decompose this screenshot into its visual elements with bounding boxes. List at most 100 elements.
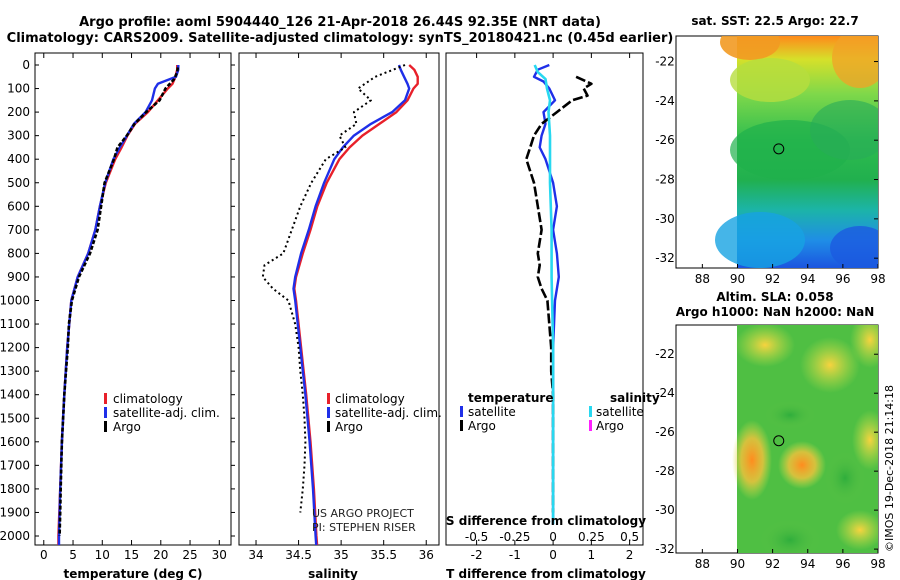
legend-label-argo: Argo [335,420,363,434]
map-lat-tick-label: -22 [655,55,675,69]
depth-tick-label: 800 [7,246,30,260]
salinity-difference-tick-label: 0.5 [620,530,639,544]
temperature-axis-label: temperature (deg C) [64,567,203,580]
header-line-1: Argo profile: aoml 5904440_126 21-Apr-20… [79,15,601,30]
salinity-plot-frame [238,52,440,546]
salinity-difference-label: S difference from climatology [446,514,646,528]
temperature-plot-frame [34,52,232,546]
sla-map: Altim. SLA: 0.058 Argo h1000: NaN h2000:… [655,290,885,571]
legend-label-satellite: satellite-adj. clim. [113,406,220,420]
map-lat-tick-label: -28 [655,173,675,187]
imos-credit: ©IMOS 19-Dec-2018 21:14:18 [883,385,896,552]
sst-cool-patch [830,226,878,268]
map-lon-tick-label: 94 [800,272,815,286]
legend-label-climatology: climatology [113,392,183,406]
legend-label-s-argo: Argo [596,419,624,433]
salinity-difference-tick-label: 0 [549,530,557,544]
temperature-tick-label: 25 [182,548,197,562]
map-lat-tick-label: -28 [655,464,675,478]
salinity-difference-axis-ticks: -0.5 -0.25 0 0.25 0.5 [465,530,639,544]
map-lat-tick-label: -26 [655,425,675,439]
sst-field [715,36,878,268]
legend-swatch-satellite [327,407,330,418]
map-lat-tick-label: -22 [655,347,675,361]
sla-map-title: Altim. SLA: 0.058 [716,290,833,304]
depth-tick-label: 1400 [0,388,30,402]
map-lat-tick-label: -24 [655,94,675,108]
sla-cool-patch [825,452,865,504]
legend-label-t-argo: Argo [468,419,496,433]
sst-map-title: sat. SST: 22.5 Argo: 22.7 [691,14,858,28]
depth-tick-label: 1800 [0,482,30,496]
header-line-2: Climatology: CARS2009. Satellite-adjuste… [7,31,674,46]
map-lon-tick-label: 92 [765,557,780,571]
profile-location-marker [773,143,785,155]
legend-label-satellite: satellite-adj. clim. [335,406,442,420]
legend-swatch-s-satellite [589,406,592,417]
depth-tick-label: 1100 [0,317,30,331]
temperature-series [57,65,180,545]
depth-tick-label: 1300 [0,364,30,378]
salinity-tick-label: 35 [333,548,348,562]
legend-swatch-argo [327,421,330,432]
sla-hot-patch [778,441,826,489]
temperature-tick-label: 10 [95,548,110,562]
depth-tick-label: 1900 [0,505,30,519]
temperature-difference-label: T difference from climatology [446,567,646,580]
salinity-difference-tick-label: -0.25 [499,530,530,544]
temperature-tick-label: 20 [153,548,168,562]
profile-location-marker [773,435,785,447]
difference-panel: -2 -1 0 1 2 -0.5 -0.25 0 0.25 0.5 S difference f… [445,52,660,580]
legend-label-t-satellite: satellite [468,405,516,419]
sst-map-ticks: 88 90 92 94 96 98 -22 -24 -26 -28 -30 -32 [655,55,885,286]
series-satellite-salinity [292,64,411,545]
temperature-difference-tick-label: 0 [549,548,557,562]
temperature-axis-ticks: 0 5 10 15 20 25 30 [40,53,227,562]
legend-swatch-argo [104,421,107,432]
depth-tick-label: 1600 [0,435,30,449]
depth-tick-label: 1500 [0,411,30,425]
sst-warm-patch [832,36,878,88]
legend-swatch-s-argo [589,420,592,431]
salinity-difference-tick-label: -0.5 [465,530,488,544]
depth-tick-label: 1200 [0,341,30,355]
salinity-difference-tick-label: 0.25 [578,530,605,544]
salinity-panel: 34 34.5 35 35.5 36 salinity climatology sate… [238,52,442,580]
map-lon-tick-label: 92 [765,272,780,286]
map-lon-tick-label: 88 [695,272,710,286]
sla-hot-patch [732,420,772,500]
series-argo-temperature [58,67,180,537]
salinity-series [261,64,419,545]
temperature-difference-tick-label: 2 [626,548,634,562]
temperature-tick-label: 5 [69,548,77,562]
depth-tick-label: 1000 [0,294,30,308]
sst-warm-patch [720,36,780,60]
difference-legend: temperature satellite Argo salinity sate… [460,391,660,433]
map-lon-tick-label: 90 [730,557,745,571]
depth-tick-label: 900 [7,270,30,284]
salinity-tick-label: 36 [419,548,434,562]
credit-project: US ARGO PROJECT [312,507,414,520]
legend-label-s-satellite: satellite [596,405,644,419]
legend-swatch-climatology [104,393,107,404]
depth-tick-label: 1700 [0,458,30,472]
temperature-difference-tick-label: -2 [471,548,483,562]
depth-tick-label: 500 [7,176,30,190]
map-lon-tick-label: 96 [835,272,850,286]
depth-axis-ticks: 0 100 200 300 400 500 600 700 800 900 1000 1100 1200… [0,58,450,543]
map-lat-tick-label: -32 [655,542,675,556]
credit-pi: PI: STEPHEN RISER [312,521,416,534]
map-lat-tick-label: -26 [655,133,675,147]
sla-warm-patch [850,325,878,368]
depth-tick-label: 200 [7,105,30,119]
salinity-tick-label: 34 [248,548,263,562]
sla-map-subtitle: Argo h1000: NaN h2000: NaN [676,305,875,319]
salinity-tick-label: 35.5 [370,548,397,562]
salinity-legend: climatology satellite-adj. clim. Argo [327,392,442,434]
map-lon-tick-label: 98 [870,557,885,571]
map-lon-tick-label: 96 [835,557,850,571]
salinity-axis-ticks: 34 34.5 35 35.5 36 [248,53,434,562]
legend-swatch-satellite [104,407,107,418]
map-lat-tick-label: -30 [655,503,675,517]
temperature-tick-label: 0 [40,548,48,562]
